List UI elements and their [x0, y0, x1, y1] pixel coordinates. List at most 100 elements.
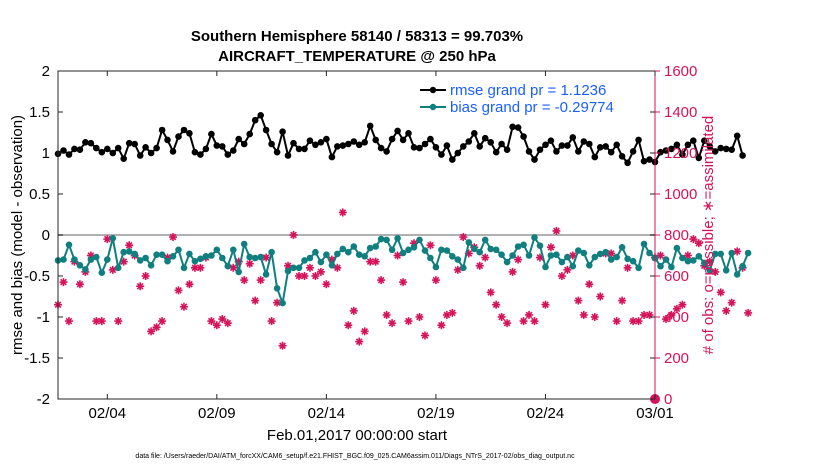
obs-marker-stroke: [344, 321, 352, 329]
rmse-point: [575, 148, 582, 155]
rmse-point: [668, 145, 675, 153]
obs-marker-stroke: [448, 309, 456, 317]
rmse-point: [186, 130, 193, 137]
rmse-point: [213, 142, 221, 149]
rmse-point: [279, 128, 286, 135]
obs-assimilated-marker: [579, 310, 588, 319]
bias-point: [284, 267, 292, 275]
bias-point: [251, 254, 259, 262]
rmse-point: [208, 130, 215, 138]
y-tick-label: 0.5: [29, 186, 50, 203]
obs-marker-stroke: [574, 297, 582, 304]
obs-assimilated-marker: [108, 265, 117, 274]
rmse-point: [421, 140, 429, 148]
bias-point: [405, 246, 412, 254]
bias-point: [673, 244, 681, 252]
rmse-point: [394, 127, 401, 135]
rmse-point: [525, 148, 533, 155]
obs-marker-stroke: [197, 264, 204, 272]
legend-bias-marker: [429, 103, 437, 111]
obs-marker-stroke: [503, 319, 511, 327]
obs-marker-stroke: [432, 276, 440, 284]
bias-point: [629, 257, 637, 265]
rmse-point: [175, 133, 182, 140]
x-tick-label: 03/01: [636, 405, 674, 422]
obs-marker-stroke: [295, 272, 303, 280]
bias-point: [739, 262, 746, 270]
x-axis-label: Feb.01,2017 00:00:00 start: [267, 427, 448, 444]
rmse-point: [273, 148, 281, 156]
bias-point: [580, 249, 588, 257]
obs-assimilated-marker: [546, 243, 555, 252]
bias-point: [334, 250, 341, 258]
legend-bias-label: bias grand pr = -0.29774: [450, 99, 614, 116]
obs-marker-stroke: [728, 299, 736, 307]
obs-assimilated-marker: [530, 317, 539, 326]
obs-assimilated-marker: [486, 288, 495, 297]
rmse-point: [416, 144, 423, 152]
obs-assimilated-marker: [388, 319, 397, 328]
rmse-point: [662, 147, 670, 154]
y-right-tick-label: 600: [664, 268, 689, 285]
obs-marker-stroke: [268, 317, 275, 325]
obs-marker-stroke: [492, 301, 500, 309]
obs-assimilated-marker: [273, 298, 282, 307]
bias-point: [268, 248, 275, 256]
rmse-point: [492, 148, 500, 156]
obs-assimilated-marker: [196, 263, 205, 272]
obs-marker-stroke: [147, 327, 155, 335]
rmse-point: [114, 144, 122, 152]
rmse-point: [613, 141, 620, 149]
bias-point: [690, 257, 697, 264]
rmse-point: [383, 148, 390, 155]
obs-assimilated-marker: [338, 208, 347, 217]
rmse-point: [246, 130, 253, 138]
rmse-point: [284, 152, 292, 159]
rmse-point: [602, 143, 609, 150]
bias-point: [377, 235, 385, 243]
obs-marker-stroke: [596, 293, 604, 300]
rmse-point: [76, 146, 84, 153]
rmse-point: [553, 148, 560, 155]
obs-assimilated-marker: [377, 276, 386, 285]
obs-assimilated-marker: [481, 253, 490, 262]
y-right-tick-label: 1400: [664, 104, 697, 121]
rmse-point: [125, 139, 133, 147]
bias-point: [640, 240, 648, 248]
bias-point: [657, 262, 664, 270]
x-tick-label: 02/14: [308, 405, 346, 422]
rmse-point: [443, 142, 451, 149]
obs-assimilated-marker: [497, 313, 506, 321]
bias-point: [235, 268, 242, 276]
rmse-point: [657, 148, 664, 156]
bias-point: [328, 262, 336, 269]
obs-marker-stroke: [618, 297, 626, 304]
obs-assimilated-marker: [656, 251, 665, 260]
obs-assimilated-marker: [114, 317, 123, 326]
obs-marker-stroke: [717, 289, 725, 296]
obs-assimilated-marker: [245, 259, 254, 268]
rmse-point: [109, 149, 117, 157]
bias-point: [536, 242, 544, 249]
rmse-point: [739, 152, 746, 159]
bias-point: [136, 257, 144, 264]
rmse-point: [131, 140, 138, 148]
rmse-point: [350, 138, 358, 145]
rmse-point: [569, 134, 577, 141]
obs-marker-stroke: [240, 276, 248, 284]
obs-marker-stroke: [416, 313, 423, 321]
rmse-point: [60, 147, 67, 154]
rmse-point: [629, 148, 637, 155]
bias-point: [361, 252, 369, 260]
obs-marker-stroke: [262, 254, 270, 261]
obs-assimilated-marker: [448, 308, 457, 317]
y-axis-label: rmse and bias (model - observation): [9, 115, 26, 355]
obs-marker-stroke: [629, 317, 637, 325]
rmse-point: [355, 141, 363, 149]
rmse-point: [366, 122, 374, 130]
rmse-point: [640, 157, 648, 165]
x-tick-label: 02/09: [198, 405, 236, 422]
bias-point: [602, 248, 609, 256]
obs-marker-stroke: [388, 319, 396, 327]
rmse-point: [536, 146, 544, 153]
